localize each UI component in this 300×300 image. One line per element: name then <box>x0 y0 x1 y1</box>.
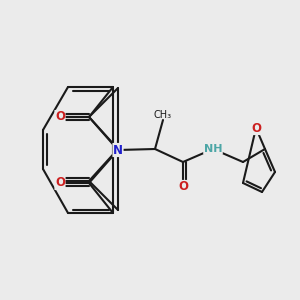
Text: O: O <box>251 122 261 134</box>
Text: O: O <box>178 181 188 194</box>
Text: CH₃: CH₃ <box>154 110 172 120</box>
Text: NH: NH <box>204 144 222 154</box>
Text: N: N <box>113 143 123 157</box>
Text: O: O <box>55 176 65 190</box>
Text: O: O <box>55 110 65 124</box>
